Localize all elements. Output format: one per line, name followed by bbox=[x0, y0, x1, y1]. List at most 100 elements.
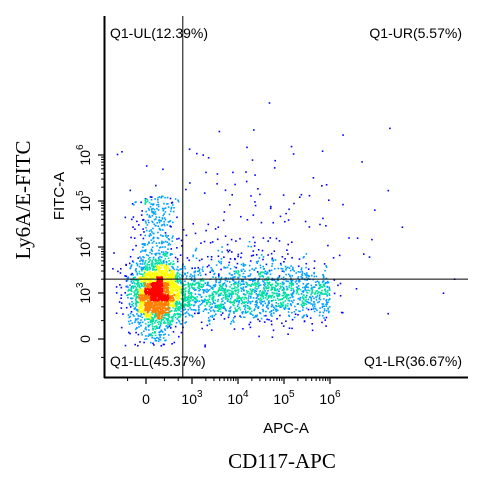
event-point bbox=[156, 280, 159, 282]
event-point bbox=[160, 261, 163, 264]
event-point bbox=[221, 246, 223, 248]
event-point bbox=[173, 294, 176, 296]
event-point bbox=[164, 246, 166, 248]
event-point bbox=[145, 267, 147, 270]
event-point bbox=[170, 298, 172, 301]
event-point bbox=[147, 297, 150, 300]
event-point bbox=[162, 309, 164, 312]
event-point bbox=[230, 294, 233, 296]
event-point bbox=[130, 264, 133, 266]
event-point bbox=[323, 276, 325, 278]
event-point bbox=[158, 265, 160, 268]
event-point bbox=[177, 269, 180, 272]
event-point bbox=[263, 315, 266, 317]
event-point bbox=[189, 182, 191, 184]
event-point bbox=[277, 303, 280, 305]
event-point bbox=[161, 246, 164, 248]
event-point bbox=[182, 304, 185, 307]
event-point bbox=[256, 288, 258, 290]
event-point bbox=[154, 253, 156, 255]
event-point bbox=[184, 295, 186, 298]
event-point bbox=[139, 301, 142, 304]
event-point bbox=[149, 286, 151, 288]
event-point bbox=[152, 266, 155, 268]
event-point bbox=[240, 256, 242, 259]
event-point bbox=[147, 279, 149, 282]
event-point bbox=[161, 299, 163, 301]
event-point bbox=[271, 265, 273, 267]
event-point bbox=[292, 301, 294, 304]
event-point bbox=[144, 265, 147, 267]
event-point bbox=[155, 218, 157, 220]
event-point bbox=[310, 299, 313, 302]
event-point bbox=[142, 243, 145, 246]
event-point bbox=[322, 293, 324, 295]
event-point bbox=[218, 306, 221, 308]
event-point bbox=[282, 286, 285, 289]
event-point bbox=[223, 305, 225, 308]
event-point bbox=[246, 311, 249, 314]
event-point bbox=[130, 265, 132, 268]
event-point bbox=[217, 255, 220, 257]
event-point bbox=[210, 258, 213, 261]
event-point bbox=[150, 334, 152, 337]
event-point bbox=[177, 319, 180, 322]
event-point bbox=[325, 225, 327, 227]
event-point bbox=[147, 315, 149, 318]
event-point bbox=[150, 312, 152, 315]
event-point bbox=[237, 297, 240, 300]
event-point bbox=[274, 259, 277, 261]
event-point bbox=[163, 224, 166, 227]
event-point bbox=[219, 308, 222, 310]
event-point bbox=[163, 213, 165, 215]
event-point bbox=[236, 310, 238, 312]
event-point bbox=[194, 300, 197, 303]
event-point bbox=[150, 229, 152, 231]
event-point bbox=[131, 272, 134, 275]
event-point bbox=[133, 295, 135, 297]
event-point bbox=[243, 263, 245, 266]
event-point bbox=[154, 299, 156, 301]
event-point bbox=[147, 288, 150, 291]
event-point bbox=[233, 284, 235, 286]
event-point bbox=[270, 295, 272, 298]
event-point bbox=[225, 277, 228, 279]
event-point bbox=[222, 300, 224, 302]
event-point bbox=[285, 280, 287, 282]
event-point bbox=[215, 264, 218, 266]
event-point bbox=[244, 308, 246, 310]
event-point bbox=[274, 284, 277, 287]
event-point bbox=[297, 293, 300, 296]
event-point bbox=[177, 309, 179, 311]
event-point bbox=[135, 304, 138, 307]
event-point bbox=[285, 320, 287, 322]
event-point bbox=[139, 290, 141, 292]
event-point bbox=[191, 282, 194, 285]
event-point bbox=[299, 310, 301, 313]
event-point bbox=[140, 259, 143, 262]
event-point bbox=[184, 303, 186, 305]
event-point bbox=[159, 298, 161, 301]
event-point bbox=[326, 291, 329, 293]
event-point bbox=[169, 279, 172, 281]
event-point bbox=[173, 263, 175, 265]
event-point bbox=[125, 275, 128, 277]
event-point bbox=[263, 321, 266, 323]
event-point bbox=[150, 321, 152, 323]
event-point bbox=[138, 270, 141, 273]
event-point bbox=[164, 232, 167, 234]
event-point bbox=[259, 312, 261, 314]
event-point bbox=[159, 253, 161, 255]
event-point bbox=[278, 240, 281, 242]
event-point bbox=[221, 251, 223, 253]
event-point bbox=[294, 313, 297, 315]
event-point bbox=[152, 237, 154, 240]
event-point bbox=[306, 274, 308, 276]
event-point bbox=[129, 319, 132, 322]
event-point bbox=[119, 284, 121, 286]
event-point bbox=[174, 314, 177, 316]
event-point bbox=[312, 177, 315, 179]
event-point bbox=[151, 246, 154, 248]
event-point bbox=[175, 283, 178, 286]
event-point bbox=[302, 301, 305, 304]
